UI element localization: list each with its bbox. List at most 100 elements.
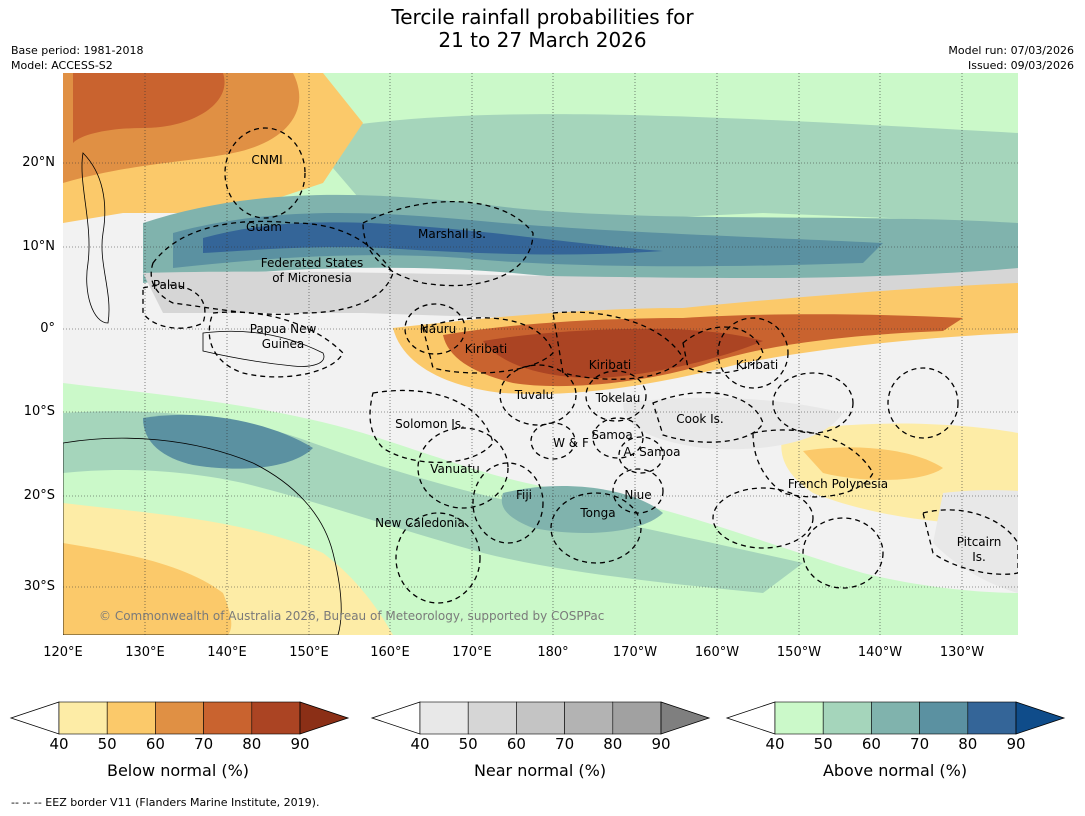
title-line-1: Tercile rainfall probabilities for: [391, 5, 694, 29]
colorbar-segment: [612, 701, 662, 735]
colorbar-above-normal: [725, 701, 1066, 735]
colorbar-below-normal-label: Below normal (%): [106, 761, 250, 780]
place-kiribati-west: Kiribati: [464, 342, 508, 356]
place-pitcairn-line-1: Pitcairn: [956, 535, 1002, 549]
colorbar-tick-label: 80: [958, 735, 978, 753]
colorbar-high-extension: [660, 701, 711, 735]
base-period: Base period: 1981-2018: [11, 44, 144, 57]
colorbar-tick-label: 70: [555, 735, 575, 753]
colorbar-segment: [251, 701, 301, 735]
colorbar-high-extension: [299, 701, 350, 735]
colorbar-above-normal-label: Above normal (%): [822, 761, 968, 780]
colorbar-near-normal: [370, 701, 711, 735]
lon-label-150w: 150°W: [776, 645, 822, 660]
below-normal-southwest-core: [63, 543, 232, 635]
colorbar-segment: [155, 701, 204, 735]
colorbar-tick-label: 60: [145, 735, 165, 753]
colorbar-tick-label: 50: [458, 735, 478, 753]
colorbar-segment: [919, 701, 969, 735]
colorbar-segment: [967, 701, 1017, 735]
place-kiribati-central: Kiribati: [588, 358, 632, 372]
below-normal-northwest-strong: [73, 73, 225, 143]
lon-label-150e: 150°E: [289, 645, 329, 660]
lon-label-130e: 130°E: [125, 645, 165, 660]
colorbar-tick-label: 40: [765, 735, 785, 753]
lat-label-20n: 20°N: [22, 155, 55, 170]
place-tuvalu: Tuvalu: [514, 388, 554, 402]
below-normal-french-polynesia-core: [803, 447, 943, 480]
place-fiji: Fiji: [515, 488, 533, 502]
place-new-caledonia: New Caledonia: [375, 516, 465, 530]
place-tonga: Tonga: [580, 506, 616, 520]
colorbar-segment: [106, 701, 156, 735]
colorbar-segment: [419, 701, 469, 735]
place-marshall-islands: Marshall Is.: [418, 227, 486, 241]
lat-label-10s: 10°S: [23, 404, 55, 419]
base-period-info: Base period: 1981-2018 Model: ACCESS-S2: [11, 43, 143, 73]
colorbar-tick-label: 80: [242, 735, 262, 753]
colorbar-segment: [774, 701, 824, 735]
colorbar-tick-label: 50: [813, 735, 833, 753]
place-cook-islands: Cook Is.: [676, 412, 724, 426]
above-normal-coral-sea: [143, 414, 313, 469]
place-micronesia-line-1: Federated States: [260, 256, 364, 270]
colorbar-tick-label: 90: [290, 735, 310, 753]
colorbar-segment: [871, 701, 920, 735]
below-normal-equatorial-strong: [483, 328, 763, 379]
colorbar-tick-label: 70: [194, 735, 214, 753]
above-normal-itcz-strong: [203, 222, 663, 255]
near-normal-east-south: [933, 490, 1018, 593]
colorbar-segment: [467, 701, 517, 735]
eez-borders: [142, 127, 1018, 604]
lon-label-160e: 160°E: [370, 645, 410, 660]
place-samoa: Samoa: [591, 428, 633, 442]
above-normal-tonga: [501, 485, 663, 533]
lat-label-0: 0°: [40, 321, 55, 336]
colorbar-segment: [203, 701, 253, 735]
map-title: Tercile rainfall probabilities for 21 to…: [0, 6, 1085, 52]
place-micronesia-line-2: of Micronesia: [272, 271, 352, 285]
colorbar-near-normal-label: Near normal (%): [473, 761, 607, 780]
colorbar-tick-label: 50: [97, 735, 117, 753]
probability-map: CNMI Guam Marshall Is. Federated States …: [63, 73, 1018, 635]
colorbar-segment: [58, 701, 108, 735]
model-run-info: Model run: 07/03/2026 Issued: 09/03/2026: [948, 43, 1074, 73]
colorbar-high-extension: [1015, 701, 1066, 735]
colorbar-tick-label: 90: [1006, 735, 1026, 753]
australia-land: [63, 437, 342, 635]
colorbar-segment: [822, 701, 872, 735]
place-kiribati-east: Kiribati: [735, 358, 779, 372]
place-cnmi: CNMI: [251, 153, 283, 167]
above-normal-north-band: [303, 114, 1018, 223]
lat-label-30s: 30°S: [23, 579, 55, 594]
model-name: Model: ACCESS-S2: [11, 59, 113, 72]
model-run-date: Model run: 07/03/2026: [948, 44, 1074, 57]
near-normal-south-central: [623, 397, 843, 450]
colorbar-tick-label: 40: [49, 735, 69, 753]
place-tokelau: Tokelau: [595, 391, 641, 405]
colorbars: [9, 701, 1066, 735]
colorbar-tick-label: 90: [651, 735, 671, 753]
place-niue: Niue: [624, 488, 652, 502]
new-guinea-land: [202, 330, 325, 367]
colorbar-tick-label: 60: [861, 735, 881, 753]
philippines-land: [81, 152, 110, 324]
lon-label-120e: 120°E: [43, 645, 83, 660]
place-solomon-islands: Solomon Is.: [395, 417, 465, 431]
lat-label-20s: 20°S: [23, 488, 55, 503]
colorbar-low-extension: [725, 701, 776, 735]
place-vanuatu: Vanuatu: [430, 462, 480, 476]
colorbar-below-normal: [9, 701, 350, 735]
colorbar-tick-label: 80: [603, 735, 623, 753]
colorbar-tick-label: 70: [910, 735, 930, 753]
colorbar-low-extension: [9, 701, 60, 735]
place-nauru: Nauru: [419, 322, 457, 336]
place-wallis-futuna: W & F: [553, 436, 589, 450]
place-pitcairn-line-2: Is.: [972, 550, 986, 564]
eez-border-legend: -- -- -- EEZ border V11 (Flanders Marine…: [11, 796, 320, 809]
issued-date: Issued: 09/03/2026: [967, 59, 1074, 72]
colorbar-low-extension: [370, 701, 421, 735]
place-png-line-2: Guinea: [261, 337, 305, 351]
title-line-2: 21 to 27 March 2026: [438, 28, 647, 52]
lon-label-130w: 130°W: [939, 645, 985, 660]
